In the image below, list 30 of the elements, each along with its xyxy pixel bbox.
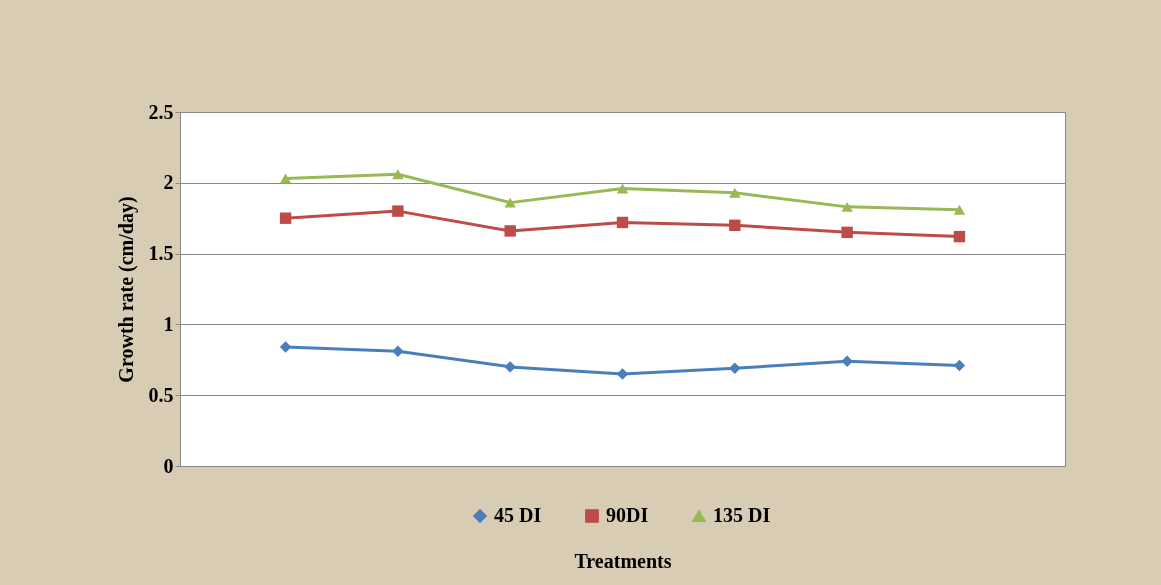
point [953, 359, 966, 372]
point [841, 226, 853, 239]
y-tick-label: 2.5 [148, 100, 174, 123]
legend-label: 135 DI [713, 504, 771, 526]
point [392, 169, 404, 180]
x-axis-title: Treatments [574, 549, 672, 572]
point [729, 219, 741, 231]
point [729, 187, 741, 198]
point [392, 205, 404, 217]
legend-label: 45 DI [494, 504, 542, 526]
y-axis-title: Growth rate (cm/day) [114, 196, 138, 383]
point [616, 183, 629, 194]
point [953, 204, 966, 215]
y-tick-label: 0 [163, 454, 174, 477]
point [616, 216, 629, 229]
point [504, 361, 516, 373]
y-tick-label: 2 [163, 171, 174, 194]
point [729, 362, 741, 374]
y-tick-label: 1.5 [148, 242, 174, 265]
point [953, 230, 966, 243]
point [504, 197, 516, 208]
point [279, 212, 292, 224]
y-tick-label: 0.5 [148, 383, 174, 406]
point [392, 345, 404, 358]
point [841, 201, 853, 212]
point [279, 173, 292, 184]
point [504, 225, 516, 237]
point [841, 355, 853, 367]
y-tick-label: 1 [163, 312, 174, 335]
legend-label: 90DI [606, 504, 649, 526]
